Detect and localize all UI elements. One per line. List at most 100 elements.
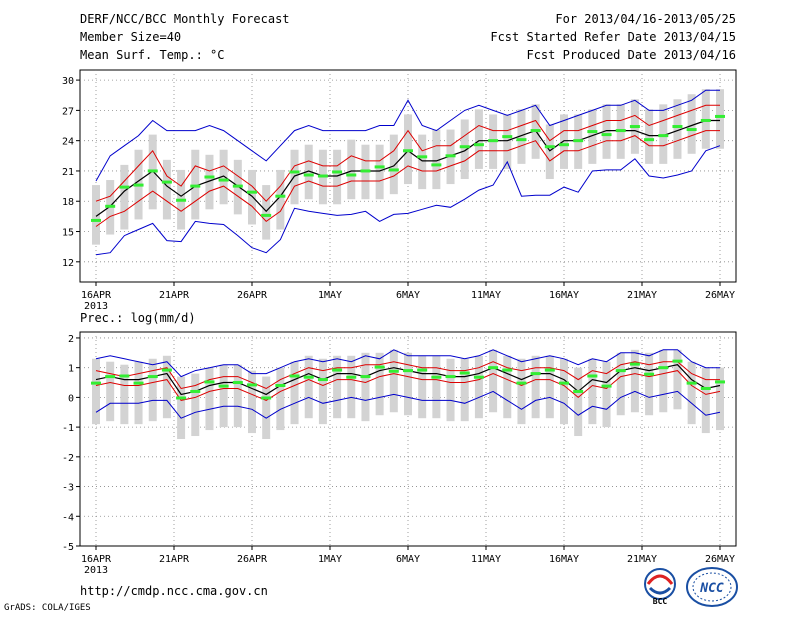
spread-box-1-17 bbox=[333, 355, 342, 419]
grads-credit: GrADS: COLA/IGES bbox=[4, 603, 91, 613]
xtick-label-0-3: 1MAY bbox=[318, 290, 342, 301]
ytick-label-1-2: 0 bbox=[68, 393, 74, 404]
median-mark-1-27 bbox=[473, 375, 484, 379]
spread-box-1-16 bbox=[318, 358, 327, 425]
xtick-label-0-2: 26APR bbox=[237, 290, 268, 301]
spread-box-0-20 bbox=[375, 144, 384, 200]
median-mark-0-20 bbox=[374, 165, 385, 169]
spread-box-0-42 bbox=[687, 94, 696, 154]
median-mark-1-37 bbox=[615, 369, 626, 373]
xtick-label-0-8: 26MAY bbox=[705, 290, 735, 301]
median-mark-0-0 bbox=[91, 218, 101, 222]
median-mark-1-11 bbox=[247, 383, 257, 387]
spread-box-1-19 bbox=[361, 352, 370, 422]
median-mark-1-39 bbox=[644, 372, 655, 376]
median-mark-0-9 bbox=[218, 178, 229, 182]
median-mark-0-13 bbox=[275, 194, 286, 198]
xtick-label-1-0: 16APR bbox=[81, 554, 112, 565]
spread-box-0-14 bbox=[290, 149, 299, 205]
median-mark-1-5 bbox=[161, 368, 172, 372]
chart-title: DERF/NCC/BCC Monthly Forecast bbox=[80, 12, 290, 26]
median-mark-1-17 bbox=[332, 368, 343, 372]
spread-box-1-31 bbox=[531, 355, 540, 419]
ytick-label-1-7: -5 bbox=[62, 542, 74, 553]
median-mark-0-11 bbox=[247, 190, 257, 194]
ytick-label-1-1: 1 bbox=[68, 364, 74, 375]
spread-box-0-41 bbox=[673, 99, 682, 159]
spread-box-1-12 bbox=[262, 376, 271, 439]
spread-box-0-15 bbox=[304, 144, 313, 200]
spread-box-0-13 bbox=[276, 169, 285, 230]
median-mark-0-4 bbox=[147, 169, 158, 173]
median-mark-1-13 bbox=[275, 384, 286, 387]
spread-box-1-35 bbox=[588, 358, 597, 425]
median-mark-1-9 bbox=[218, 384, 229, 388]
spread-box-1-43 bbox=[701, 367, 710, 434]
median-mark-0-14 bbox=[289, 170, 300, 174]
spread-box-1-36 bbox=[602, 361, 611, 428]
spread-box-0-39 bbox=[645, 109, 654, 164]
spread-box-1-30 bbox=[517, 358, 526, 425]
spread-box-1-26 bbox=[460, 358, 469, 422]
median-mark-0-27 bbox=[473, 143, 484, 147]
spread-box-1-20 bbox=[375, 352, 384, 416]
spread-box-1-33 bbox=[560, 358, 568, 425]
xtick-label-0-0: 16APR bbox=[81, 290, 112, 301]
spread-box-0-5 bbox=[162, 159, 171, 220]
median-mark-1-12 bbox=[261, 396, 272, 400]
member-size: Member Size=40 bbox=[80, 30, 182, 44]
series-lower-0 bbox=[95, 130, 720, 227]
median-mark-1-32 bbox=[544, 368, 555, 372]
ytick-label-1-4: -2 bbox=[62, 453, 74, 464]
median-mark-1-30 bbox=[516, 381, 527, 385]
median-mark-1-16 bbox=[317, 378, 328, 382]
xtick-label-0-1: 21APR bbox=[159, 290, 190, 301]
spread-box-0-30 bbox=[517, 109, 526, 164]
series-lower-1 bbox=[95, 370, 721, 401]
spread-box-0-11 bbox=[248, 169, 256, 225]
median-mark-0-23 bbox=[417, 155, 428, 159]
xtick-label-1-5: 11MAY bbox=[471, 554, 501, 565]
spread-box-1-25 bbox=[446, 358, 455, 422]
median-mark-1-19 bbox=[360, 375, 371, 379]
median-mark-1-44 bbox=[715, 380, 725, 384]
spread-box-1-29 bbox=[503, 355, 512, 419]
source-url: http://cmdp.ncc.cma.gov.cn bbox=[80, 584, 268, 598]
median-mark-0-21 bbox=[388, 168, 399, 172]
ytick-label-1-3: -1 bbox=[62, 423, 74, 434]
spread-box-1-1 bbox=[106, 361, 115, 422]
ytick-label-1-6: -4 bbox=[62, 512, 74, 523]
median-mark-1-31 bbox=[530, 372, 541, 376]
spread-box-0-21 bbox=[389, 134, 398, 195]
median-mark-0-19 bbox=[360, 169, 371, 173]
median-mark-0-33 bbox=[559, 143, 569, 147]
median-mark-1-36 bbox=[601, 384, 612, 388]
median-mark-1-7 bbox=[190, 389, 201, 393]
median-mark-1-3 bbox=[133, 381, 144, 385]
spread-box-0-40 bbox=[659, 104, 668, 164]
spread-box-1-22 bbox=[404, 352, 412, 416]
spread-box-1-0 bbox=[92, 358, 100, 425]
xtick-label-1-3: 1MAY bbox=[318, 554, 342, 565]
spread-box-0-44 bbox=[716, 89, 724, 149]
median-mark-1-6 bbox=[176, 396, 187, 400]
median-mark-1-1 bbox=[105, 375, 116, 379]
spread-box-1-9 bbox=[219, 364, 228, 428]
spread-box-1-40 bbox=[659, 349, 668, 413]
median-mark-1-4 bbox=[147, 375, 158, 379]
median-mark-1-15 bbox=[303, 375, 314, 379]
median-mark-1-41 bbox=[672, 359, 683, 363]
series-min-0 bbox=[95, 89, 720, 182]
spread-box-0-27 bbox=[474, 109, 483, 169]
median-mark-0-26 bbox=[459, 145, 470, 149]
median-mark-0-6 bbox=[176, 198, 187, 202]
spread-box-1-6 bbox=[177, 376, 186, 439]
variable-label: Mean Surf. Temp.: °C bbox=[80, 48, 225, 62]
spread-box-1-11 bbox=[248, 370, 256, 434]
median-mark-1-2 bbox=[119, 374, 130, 378]
ytick-label-0-5: 15 bbox=[62, 228, 74, 239]
bcc-logo: BCC bbox=[640, 566, 680, 606]
spread-box-0-32 bbox=[545, 124, 554, 180]
series-upper-0 bbox=[95, 104, 720, 202]
spread-box-1-2 bbox=[120, 364, 129, 425]
